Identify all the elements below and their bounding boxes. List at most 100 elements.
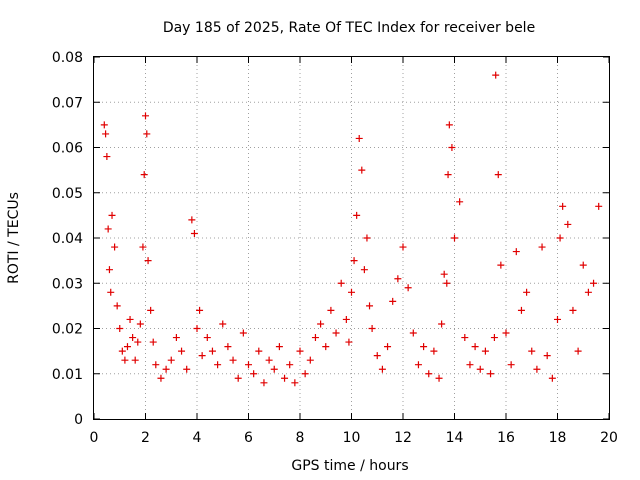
- data-point: [440, 270, 448, 278]
- data-point: [275, 343, 283, 351]
- data-point: [198, 352, 206, 360]
- plot-frame: [93, 56, 610, 420]
- data-point: [590, 279, 598, 287]
- data-point: [579, 261, 587, 269]
- x-tick-label: 18: [549, 430, 567, 446]
- data-point: [425, 370, 433, 378]
- data-point: [196, 306, 204, 314]
- data-point: [144, 257, 152, 265]
- data-point: [490, 334, 498, 342]
- y-tick-label: 0.06: [52, 141, 83, 157]
- data-point: [414, 361, 422, 369]
- data-point: [363, 234, 371, 242]
- data-point: [270, 365, 278, 373]
- y-tick-label: 0.01: [52, 367, 83, 383]
- data-point: [291, 379, 299, 387]
- data-point: [456, 198, 464, 206]
- data-point: [523, 288, 531, 296]
- x-tick-label: 2: [141, 430, 150, 446]
- data-point: [219, 320, 227, 328]
- data-point: [102, 130, 110, 138]
- data-point: [438, 320, 446, 328]
- y-tick-label: 0.04: [52, 231, 83, 247]
- data-point: [556, 234, 564, 242]
- y-tick-labels: 0 0.01 0.02 0.03 0.04 0.05 0.06 0.07 0.08: [52, 50, 83, 428]
- y-tick-label: 0.07: [52, 95, 83, 111]
- data-point: [143, 130, 151, 138]
- data-point: [492, 71, 500, 79]
- data-point: [358, 166, 366, 174]
- y-tick-label: 0.05: [52, 186, 83, 202]
- data-point: [286, 361, 294, 369]
- data-point: [353, 211, 361, 219]
- x-tick-labels: 0 2 4 6 8 10 12 14 16 18 20: [90, 430, 618, 446]
- data-point: [134, 338, 142, 346]
- data-point: [301, 370, 309, 378]
- y-tick-label: 0.08: [52, 50, 83, 66]
- axis-ticks: [93, 56, 610, 420]
- x-tick-label: 10: [343, 430, 361, 446]
- data-point: [533, 365, 541, 373]
- data-point: [188, 216, 196, 224]
- data-point: [296, 347, 304, 355]
- data-point: [350, 257, 358, 265]
- data-point: [466, 361, 474, 369]
- data-point: [239, 329, 247, 337]
- data-point: [306, 356, 314, 364]
- data-point: [348, 288, 355, 296]
- data-point: [368, 325, 376, 332]
- data-point: [481, 347, 489, 355]
- data-point: [108, 211, 116, 219]
- x-tick-label: 20: [600, 430, 618, 446]
- data-point: [327, 306, 335, 314]
- x-tick-label: 16: [497, 430, 515, 446]
- data-point: [123, 343, 131, 351]
- data-point: [121, 356, 129, 364]
- data-point: [147, 306, 155, 314]
- data-point: [384, 343, 392, 351]
- data-point: [420, 343, 428, 351]
- data-point: [528, 347, 536, 355]
- data-point: [234, 374, 242, 382]
- data-point: [337, 279, 345, 287]
- data-point: [517, 306, 525, 314]
- data-point: [129, 334, 137, 342]
- data-point: [193, 325, 201, 332]
- data-point: [378, 365, 386, 373]
- data-point: [139, 243, 147, 251]
- data-point: [444, 171, 452, 179]
- data-point: [394, 275, 402, 283]
- data-point: [345, 338, 353, 346]
- data-point: [574, 347, 582, 355]
- data-point: [443, 279, 451, 287]
- data-point: [494, 171, 502, 179]
- data-point: [538, 243, 546, 251]
- data-point: [543, 352, 551, 360]
- data-point: [595, 202, 603, 210]
- data-point: [373, 352, 381, 360]
- data-points: [100, 71, 603, 387]
- data-point: [149, 338, 157, 346]
- data-point: [548, 374, 556, 382]
- data-point: [126, 315, 134, 323]
- data-point: [111, 243, 119, 251]
- x-axis-label: GPS time / hours: [291, 458, 408, 474]
- data-point: [311, 334, 319, 342]
- data-point: [250, 370, 258, 378]
- data-point: [332, 329, 340, 337]
- data-point: [461, 334, 469, 342]
- data-point: [554, 315, 561, 323]
- data-point: [131, 356, 139, 364]
- data-point: [255, 347, 263, 355]
- data-point: [208, 347, 216, 355]
- data-point: [451, 234, 458, 242]
- x-tick-label: 12: [394, 430, 412, 446]
- data-point: [435, 374, 443, 382]
- data-point: [107, 288, 115, 296]
- data-point: [430, 347, 438, 355]
- data-point: [366, 302, 374, 310]
- x-tick-label: 6: [244, 430, 253, 446]
- data-point: [342, 315, 350, 323]
- data-point: [404, 284, 412, 292]
